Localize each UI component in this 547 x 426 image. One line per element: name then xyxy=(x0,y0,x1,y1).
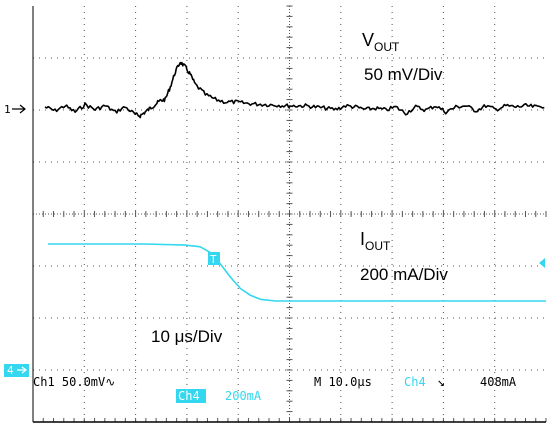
svg-text:T: T xyxy=(210,253,217,266)
ch4-badge-bg xyxy=(176,389,206,403)
graticule xyxy=(32,5,547,423)
trigger-level-readout: 408mA xyxy=(480,375,517,389)
vout-label: VOUT xyxy=(362,30,400,54)
trigger-source-readout: Ch4 xyxy=(404,375,426,389)
iout-trace xyxy=(48,243,546,302)
vout-trace xyxy=(44,61,545,119)
ch4-badge: Ch4 xyxy=(178,389,200,403)
trigger-slope-icon: ↘ xyxy=(437,375,445,390)
ch4-scale-readout: 200mA xyxy=(225,389,262,403)
iout-scale-label: 200 mA/Div xyxy=(360,265,448,284)
vout-scale-label: 50 mV/Div xyxy=(364,65,443,84)
trigger-level-marker xyxy=(539,258,545,268)
ch1-scale-readout: Ch1 50.0mV∿ xyxy=(33,375,115,389)
iout-label: IOUT xyxy=(360,229,391,253)
svg-text:4: 4 xyxy=(7,364,14,377)
timebase-readout: M 10.0μs xyxy=(314,375,372,389)
trigger-point-marker: T xyxy=(208,252,220,266)
time-scale-label: 10 μs/Div xyxy=(151,327,223,346)
ch4-reference-marker: 4 xyxy=(4,364,29,377)
svg-text:1: 1 xyxy=(4,103,11,116)
ch1-reference-marker: 1 xyxy=(4,103,26,116)
